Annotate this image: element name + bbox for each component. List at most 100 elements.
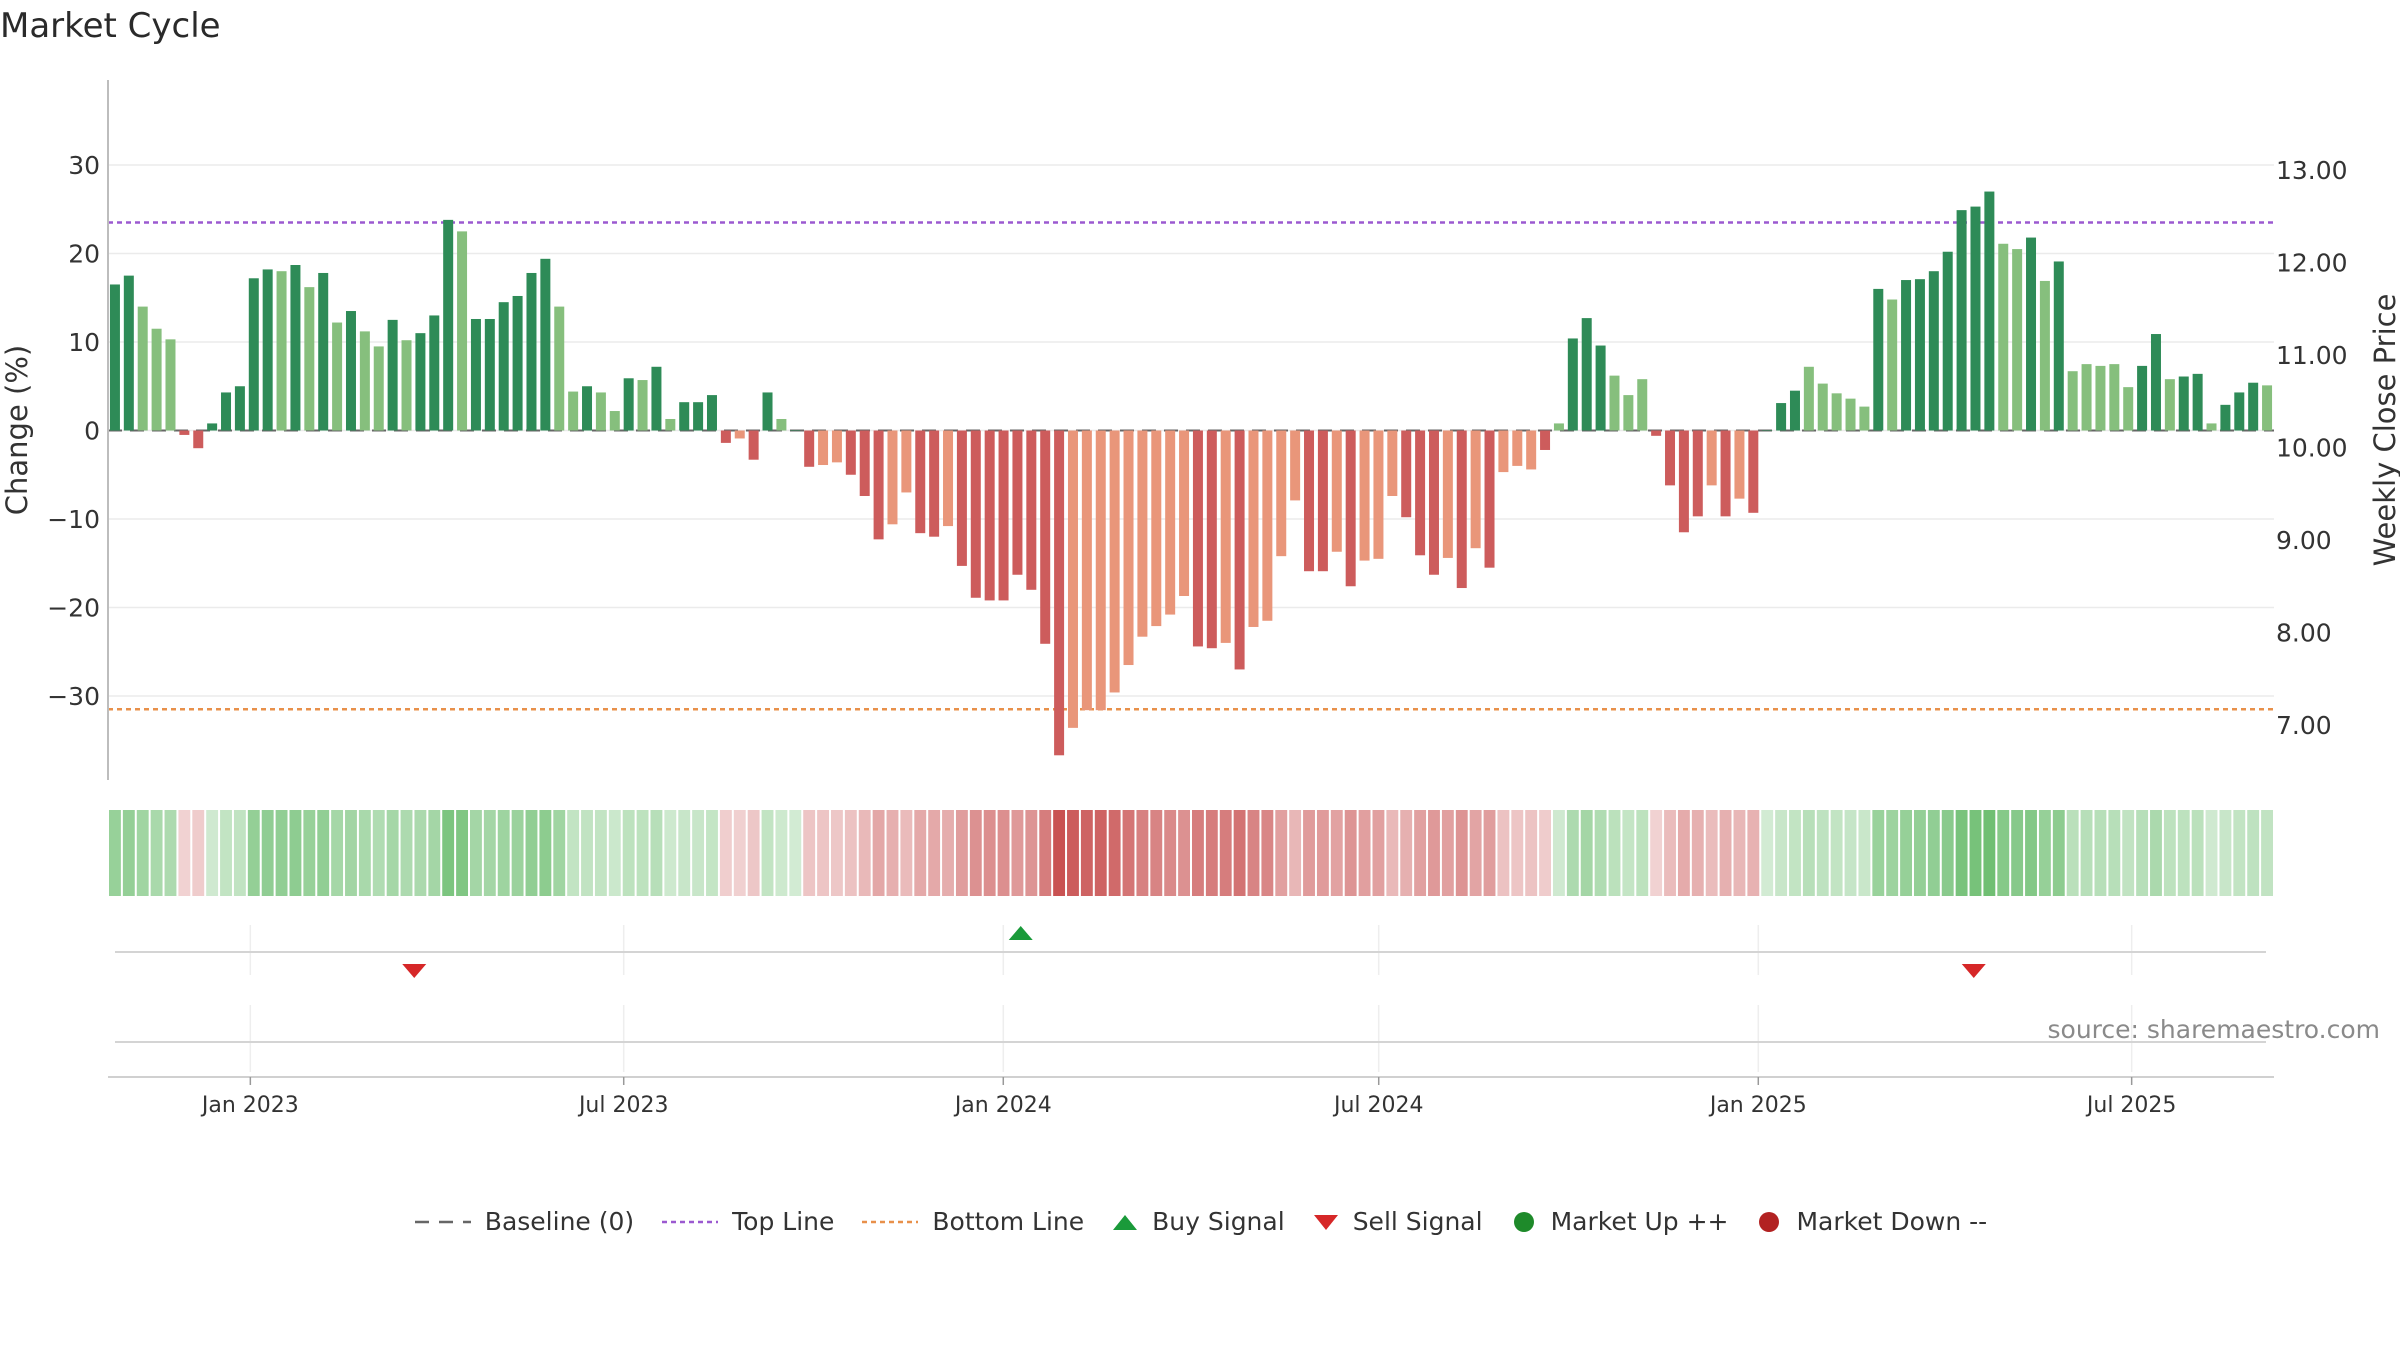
change-bar [1192,430,1203,647]
heat-cell [955,810,968,896]
heat-cell [817,810,829,896]
heat-cell [1553,810,1565,896]
heat-cell [678,810,691,896]
change-bar [359,331,370,431]
heat-cell [872,810,885,896]
heat-cell [1830,810,1843,896]
legend-item: Top Line [660,1207,834,1236]
heat-cell [136,810,149,896]
heat-cell [1608,810,1621,896]
y2-tick-label: 12.00 [2276,249,2348,278]
heat-cell [1011,810,1024,896]
change-bar [2095,365,2106,431]
change-bar [1067,430,1078,728]
heat-cell [511,810,524,896]
change-bar [1054,430,1065,756]
legend-item: Bottom Line [860,1207,1084,1236]
change-bar [109,284,120,431]
heat-cell [1747,810,1760,896]
change-bar [1776,403,1787,431]
change-bar [637,380,648,431]
circle-icon [1513,1211,1534,1232]
change-bar [457,231,468,431]
change-bar [332,322,343,431]
x-tick-label: Jul 2024 [1332,1093,1424,1118]
heat-cell [886,810,899,896]
heat-cell [636,810,649,896]
change-bar [1803,366,1814,431]
change-bar [234,386,245,431]
change-bar [1984,191,1995,431]
change-bar [1734,430,1745,499]
change-bar [1428,430,1439,575]
heat-cell [150,810,163,896]
heat-cell [261,810,274,896]
heat-cell [1053,810,1066,896]
heat-cell [206,810,219,896]
change-bar [1720,430,1731,517]
heat-cell [1914,810,1926,896]
heat-cell [2025,810,2037,896]
heat-cell [2122,810,2135,896]
heat-cell [1441,810,1454,896]
heat-cell [719,810,732,896]
heat-cell [456,810,468,896]
heat-cell [1580,810,1593,896]
change-bar [651,366,662,431]
heat-cell [289,810,302,896]
heat-cell [692,810,705,896]
legend-label: Buy Signal [1152,1207,1285,1236]
heat-cell [1247,810,1260,896]
heat-cell [1150,810,1163,896]
buy-signal-marker [1008,926,1033,940]
change-bar [1762,430,1773,431]
heat-cell [1539,810,1551,896]
heat-cell [122,810,135,896]
change-bar [1914,279,1925,431]
legend-item: Sell Signal [1311,1207,1483,1236]
heat-cell [400,810,413,896]
change-bar [1637,379,1648,431]
heat-cell [650,810,663,896]
heat-cell [1775,810,1788,896]
heat-cell [345,810,357,896]
heat-cell [470,810,482,896]
heat-cell [233,810,246,896]
heat-cell [2011,810,2024,896]
change-bar [2178,376,2189,431]
change-bar [429,315,440,431]
change-bar [956,430,967,566]
heat-cell [2233,810,2246,896]
change-bar [248,278,259,431]
change-bar [1095,430,1106,711]
change-bar [345,311,356,431]
heat-cell [331,810,344,896]
change-bar [1873,288,1884,431]
change-bar [276,271,287,431]
heat-cell [192,810,205,896]
y-tick-label: 30 [68,151,100,180]
heat-cell [1969,810,1982,896]
change-bar [1304,430,1315,572]
heat-cell [1844,810,1857,896]
heat-cell [1872,810,1885,896]
heat-cell [567,810,580,896]
heat-cell [1400,810,1413,896]
heat-cell [706,810,718,896]
heat-cell [442,810,455,896]
y2-tick-label: 8.00 [2276,619,2332,648]
heat-cell [622,810,635,896]
legend-label: Baseline (0) [484,1207,635,1236]
change-bar [2067,371,2078,431]
change-bar [1651,430,1662,436]
change-bar [2012,249,2023,431]
change-bar [443,219,454,431]
x-tick-label: Jul 2025 [2085,1093,2177,1118]
heat-cell [1178,810,1190,896]
heat-cell [275,810,288,896]
change-bar [1373,430,1384,559]
legend-label: Top Line [732,1207,835,1236]
heat-cell [1650,810,1663,896]
change-bar [1220,430,1231,643]
heat-cell [1428,810,1440,896]
